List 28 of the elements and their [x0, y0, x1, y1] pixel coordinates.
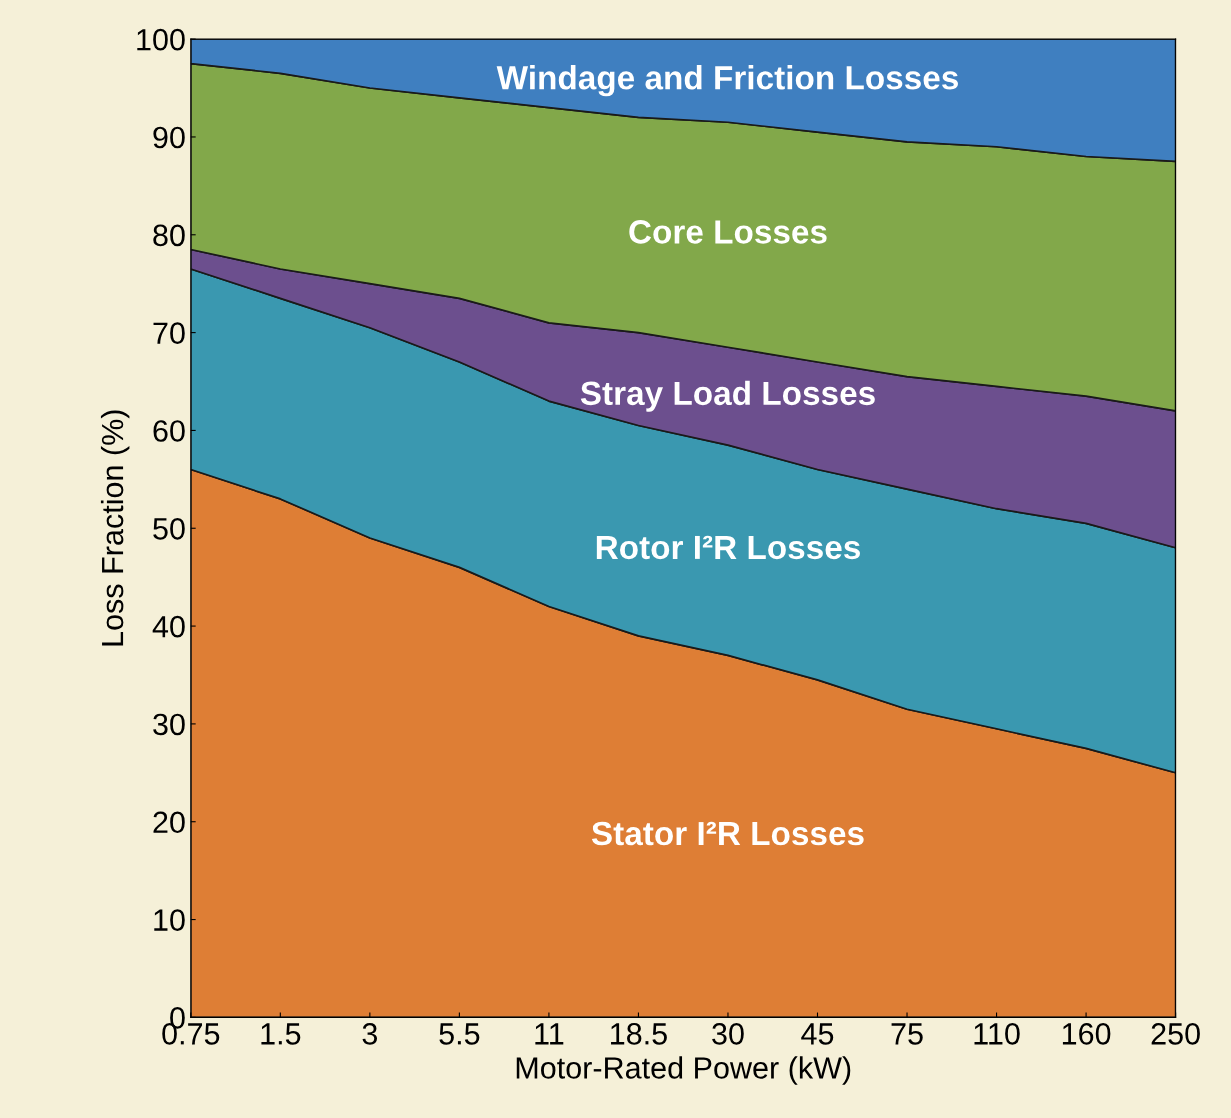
x-tick-label: 18.5	[611, 1023, 667, 1045]
y-tick-label: 40	[152, 615, 185, 638]
x-tick-label: 30	[712, 1023, 744, 1045]
y-tick-label: 90	[153, 126, 185, 149]
x-tick-label: 160	[1062, 1023, 1111, 1045]
series-label: Core Losses	[629, 220, 827, 244]
x-tick-label: 110	[974, 1023, 1020, 1045]
x-tick-label: 250	[1151, 1023, 1200, 1045]
x-tick-label: 3	[362, 1023, 378, 1045]
y-tick-label: 50	[153, 517, 185, 540]
series-label: Rotor I²R Losses	[596, 535, 860, 560]
x-axis-title: Motor-Rated Power (kW)	[516, 1056, 851, 1085]
series-label: Stator I²R Losses	[591, 821, 864, 846]
y-tick-label: 70	[153, 322, 185, 344]
y-tick-label: 60	[153, 420, 185, 442]
x-tick-label: 75	[891, 1023, 923, 1045]
y-tick-label: 100	[137, 28, 185, 51]
y-tick-label: 80	[153, 224, 185, 247]
x-tick-label: 5.5	[439, 1023, 480, 1045]
y-tick-label: 20	[153, 811, 185, 834]
series-label: Stray Load Losses	[580, 380, 875, 412]
y-tick-label: 10	[154, 909, 185, 931]
x-tick-label: 1.5	[261, 1023, 301, 1045]
y-tick-label: 30	[153, 713, 185, 736]
x-tick-label: 11	[535, 1023, 564, 1045]
y-axis-title: Loss Fraction (%)	[100, 410, 130, 646]
series-label: Windage and Friction Losses	[496, 65, 958, 97]
x-tick-label: 45	[801, 1023, 834, 1045]
